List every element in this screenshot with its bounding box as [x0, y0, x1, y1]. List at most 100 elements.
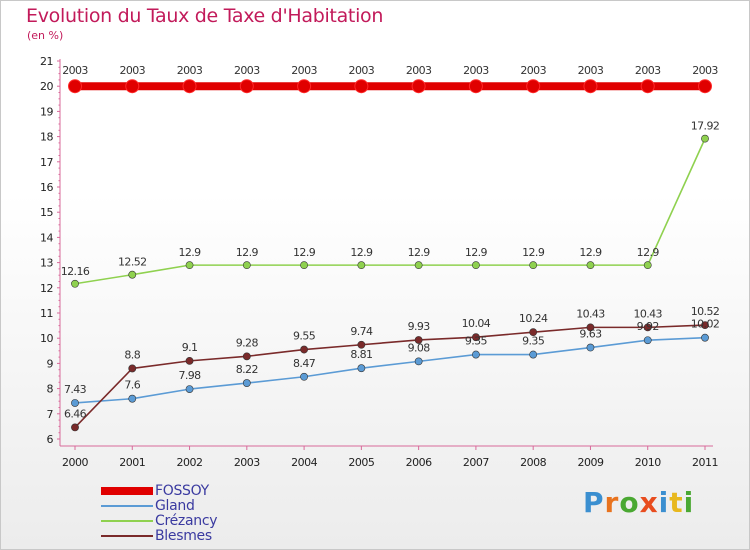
- data-label: 9.08: [408, 341, 431, 354]
- data-point: [242, 261, 251, 270]
- series-line-gland: [74, 336, 706, 404]
- data-label: 2003: [177, 64, 203, 77]
- legend-swatch: [101, 505, 153, 507]
- x-tick-label: 2003: [234, 456, 260, 469]
- data-point: [643, 261, 652, 270]
- data-label: 2003: [635, 64, 661, 77]
- data-label: 2003: [62, 64, 88, 77]
- y-tick-label: 14: [40, 231, 53, 244]
- data-label: 9.93: [408, 320, 431, 333]
- y-tick-label: 8: [47, 383, 54, 396]
- legend-label: Crézancy: [155, 513, 218, 529]
- data-point: [300, 261, 308, 270]
- data-label: 9.35: [465, 335, 488, 348]
- data-label: 12.9: [465, 246, 488, 259]
- data-point: [125, 79, 140, 94]
- data-point: [586, 323, 595, 332]
- data-label: 2003: [119, 64, 145, 77]
- x-tick-label: 2007: [463, 456, 489, 469]
- data-point: [472, 261, 480, 270]
- data-point: [185, 261, 194, 270]
- legend-swatch: [101, 487, 153, 495]
- data-label: 8.22: [236, 363, 258, 376]
- x-tick-label: 2002: [177, 456, 203, 469]
- chart-subtitle: (en %): [27, 29, 64, 42]
- x-tick-label: 2008: [520, 456, 546, 469]
- y-tick-label: 16: [40, 181, 53, 194]
- legend-swatch: [101, 535, 153, 537]
- data-label: 8.47: [293, 357, 316, 370]
- data-label: 17.92: [691, 120, 720, 133]
- data-point: [182, 79, 197, 94]
- data-label: 12.9: [236, 246, 259, 259]
- y-tick-label: 20: [40, 80, 53, 93]
- proxiti-logo: Proxiti: [583, 486, 694, 519]
- data-label: 2003: [234, 64, 260, 77]
- legend-label: Gland: [155, 498, 195, 514]
- y-tick-label: 15: [40, 206, 53, 219]
- data-label: 12.52: [118, 256, 147, 269]
- data-point: [414, 261, 423, 270]
- data-label: 9.35: [522, 335, 545, 348]
- data-point: [300, 372, 308, 381]
- data-label: 2003: [349, 64, 375, 77]
- data-point: [472, 333, 480, 342]
- data-label: 9.28: [236, 336, 259, 349]
- data-point: [71, 423, 79, 432]
- data-point: [526, 79, 541, 94]
- data-label: 6.46: [64, 407, 87, 420]
- data-point: [583, 79, 598, 94]
- data-point: [185, 356, 194, 365]
- legend-label: Blesmes: [155, 528, 212, 544]
- data-point: [472, 350, 480, 359]
- data-label: 9.63: [579, 328, 602, 341]
- x-tick-label: 2004: [291, 456, 317, 469]
- data-label: 8.8: [124, 348, 140, 361]
- chart-title: Evolution du Taux de Taxe d'Habitation: [26, 5, 384, 27]
- logo-letter: i: [683, 486, 695, 519]
- data-point: [586, 343, 595, 352]
- data-point: [357, 340, 366, 349]
- data-label: 10.02: [691, 318, 720, 331]
- data-label: 10.43: [576, 307, 605, 320]
- data-label: 12.9: [350, 246, 373, 259]
- data-point: [242, 379, 251, 387]
- y-tick-label: 7: [47, 408, 54, 421]
- data-point: [357, 261, 366, 270]
- data-point: [414, 336, 423, 344]
- data-label: 10.43: [633, 307, 662, 320]
- data-label: 12.9: [637, 246, 660, 259]
- data-label: 7.6: [124, 379, 140, 392]
- data-point: [701, 333, 709, 342]
- data-label: 12.9: [579, 246, 602, 259]
- logo-letter: P: [583, 486, 605, 519]
- logo-letter: x: [639, 486, 659, 519]
- data-point: [71, 399, 79, 407]
- data-label: 2003: [578, 64, 604, 77]
- data-point: [586, 261, 595, 270]
- data-label: 9.55: [293, 330, 316, 343]
- x-tick-label: 2009: [577, 456, 603, 469]
- data-label: 9.1: [182, 341, 198, 354]
- data-label: 12.9: [408, 246, 431, 259]
- y-tick-label: 18: [40, 131, 53, 144]
- x-tick-label: 2006: [406, 456, 432, 469]
- y-tick-label: 9: [47, 357, 54, 370]
- y-tick-label: 13: [40, 257, 53, 270]
- legend-label: FOSSOY: [155, 483, 209, 499]
- data-point: [701, 134, 709, 143]
- x-tick-label: 2010: [635, 456, 661, 469]
- data-point: [128, 270, 137, 279]
- data-label: 12.9: [178, 246, 201, 259]
- data-point: [529, 350, 538, 359]
- logo-letter: i: [658, 486, 670, 519]
- data-point: [640, 79, 655, 94]
- series-line-blesmes: [74, 324, 706, 428]
- data-point: [71, 279, 79, 288]
- data-point: [357, 364, 366, 373]
- data-label: 2003: [291, 64, 317, 77]
- data-label: 2003: [520, 64, 546, 77]
- data-label: 7.43: [64, 383, 87, 396]
